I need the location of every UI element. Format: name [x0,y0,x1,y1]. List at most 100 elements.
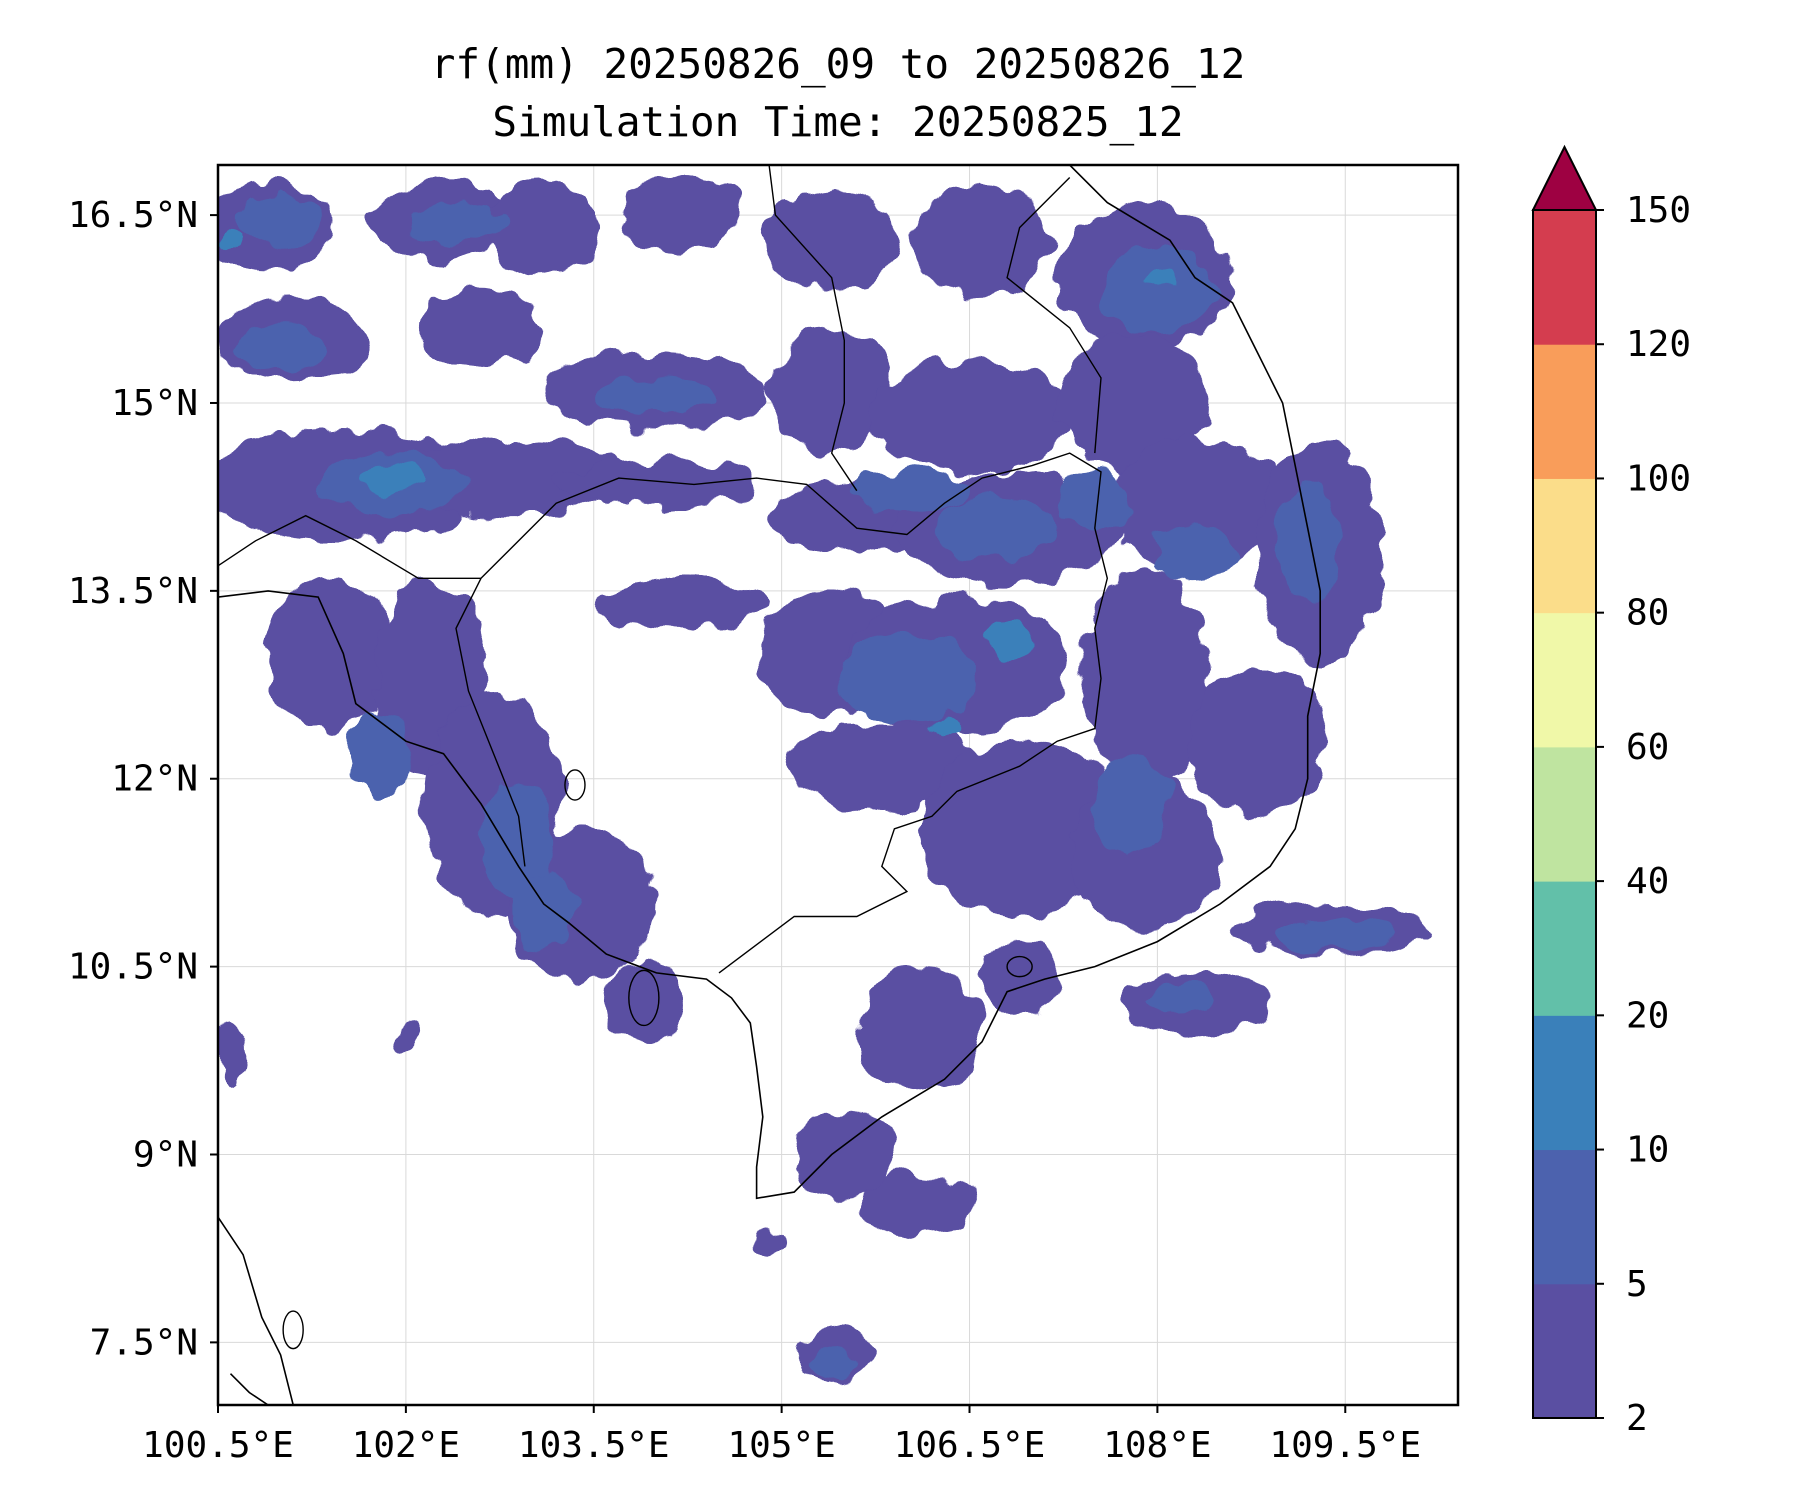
lon-tick-label: 100.5°E [142,1425,294,1466]
colorbar-tick-label: 5 [1626,1264,1648,1305]
rain-contour-patch [1270,920,1396,951]
latitude-axis: 16.5°N 15°N 13.5°N 12°N 10.5°N 9°N 7.5°N [68,195,218,1363]
colorbar-segment [1533,746,1596,882]
map-frame [216,163,1460,1407]
lon-tick-label: 106.5°E [894,1425,1046,1466]
colorbar-tick-label: 2 [1626,1398,1648,1439]
rain-contour-patch [1107,440,1283,566]
lat-tick-label: 7.5°N [90,1322,198,1363]
colorbar-segment [1533,1283,1596,1419]
colorbar-tick-label: 80 [1626,593,1669,634]
rain-contour-patch [756,1229,782,1255]
rain-contour-patch [1157,521,1233,585]
rain-contour-patch [1276,478,1340,604]
coastlines [218,165,1321,1405]
rain-contour-patch [236,321,325,372]
islands [282,769,1033,1350]
island-outline [1006,955,1033,978]
coastline-path [218,165,1321,1200]
rain-contour-patch [268,578,394,729]
rain-contour-patch [218,1022,244,1086]
colorbar-tick-label: 10 [1626,1130,1669,1171]
rain-contour-patch [1142,265,1173,291]
coastline-path [218,1216,294,1405]
rain-contour-patch [593,578,770,629]
rain-contour-patch [606,960,682,1049]
map-panel: 100.5°E 102°E 103.5°E 105°E 106.5°E 108°E 109.… [68,163,1460,1466]
lat-tick-label: 10.5°N [68,947,198,988]
rain-contour-patch [487,177,601,278]
lat-tick-label: 9°N [133,1134,198,1175]
border-path [1006,177,1102,454]
rain-contour-patch [794,1110,895,1199]
coastline-path [229,1373,269,1405]
country-borders [218,165,1109,974]
rain-contour-patch [418,290,544,366]
colorbar: 2 5 10 20 40 60 80 100 120 150 [1531,144,1691,1439]
rain-contour-patch [218,230,244,251]
rain-contour-patch [405,202,507,241]
colorbar-frame [1532,209,1597,1419]
rain-contour-patch [838,634,976,723]
rain-contour-patch [863,1173,976,1236]
island-outline [282,1310,304,1350]
lat-tick-label: 12°N [111,759,198,800]
rain-contour-patch [349,709,413,798]
rain-contour-patch [762,190,901,291]
colorbar-tick-label: 120 [1626,324,1691,365]
lon-tick-label: 102°E [352,1425,460,1466]
rain-contour-patch [982,622,1033,660]
lat-tick-label: 16.5°N [68,195,198,236]
border-path [480,452,1109,974]
colorbar-tick-label: 60 [1626,727,1669,768]
rain-contour-patch [769,327,895,454]
colorbar-segment [1533,881,1596,1016]
lat-tick-label: 15°N [111,383,198,424]
rain-contour-patch [362,463,425,494]
rain-contour-patch [512,872,575,948]
colorbar-tick-label: 40 [1626,861,1669,902]
map-title-line-2: Simulation Time: 20250825_12 [492,98,1183,146]
rain-contour-patch [806,1346,857,1377]
colorbar-segment [1533,344,1596,479]
rain-contour-patch [1188,666,1327,817]
lon-tick-label: 105°E [727,1425,835,1466]
colorbar-tick-label: 150 [1626,190,1691,231]
rain-contour-patch [1082,565,1208,792]
colorbar-tick-label: 20 [1626,995,1669,1036]
rain-contour-patch [919,741,1120,917]
colorbar-tick-label: 100 [1626,458,1691,499]
rain-contour-patch [982,941,1058,1017]
lat-tick-label: 13.5°N [68,571,198,612]
border-path [455,577,526,867]
rain-contour-patch [931,496,1058,560]
colorbar-segment [1533,1149,1596,1285]
rain-contour-patch [869,359,1070,472]
rain-contour-patch [1094,753,1170,854]
colorbar-segment [1533,210,1596,345]
island-outline [564,769,586,801]
rain-contour-patch [913,183,1051,297]
rain-contour-patch [393,1029,419,1055]
rain-contour-patch [593,377,720,416]
colorbar-segment [1533,478,1596,614]
longitude-axis: 100.5°E 102°E 103.5°E 105°E 106.5°E 108°E 109.… [142,1405,1421,1466]
rain-contour-patch [844,471,970,510]
colorbar-extend-max-arrow [1531,144,1598,211]
rain-contour-patch [856,966,983,1092]
rain-contour-patch [236,196,325,247]
colorbar-segment [1533,612,1596,748]
rain-contour-patch [618,177,745,253]
rain-contour-patch [556,459,757,510]
rain-contour-patch [1144,982,1221,1013]
rainfall-contours [218,177,1433,1380]
rain-contour-patch [1057,471,1133,535]
border-path [218,514,481,579]
rain-contour-patch [925,718,964,739]
island-outline [628,969,660,1027]
map-title-line-1: rf(mm) 20250826_09 to 20250826_12 [431,40,1246,88]
border-path [768,165,858,492]
colorbar-segment [1533,1015,1596,1151]
rain-contour-patch [481,778,557,904]
